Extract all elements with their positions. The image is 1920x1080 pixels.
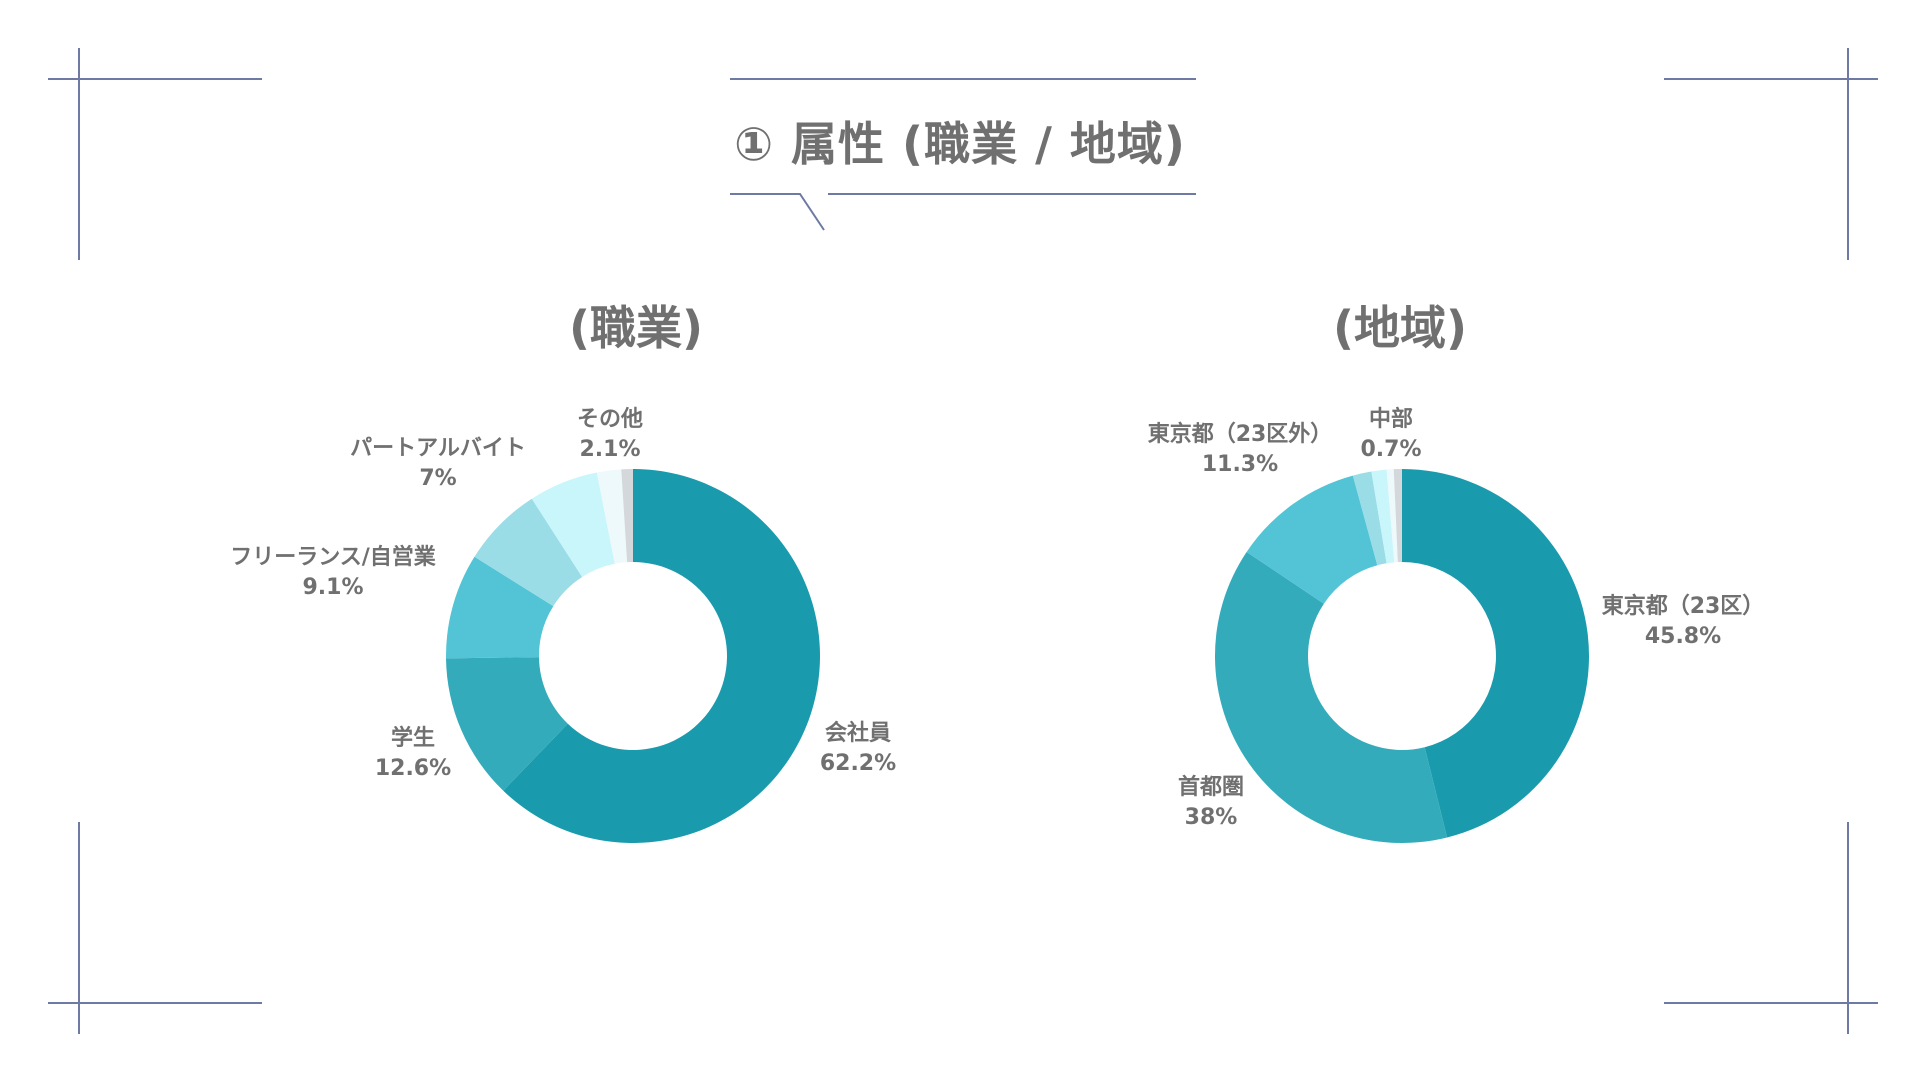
donut-slice-2: [446, 556, 554, 659]
page-title: ① 属性 (職業 / 地域): [734, 117, 1186, 171]
label-tokyo-outside-23ku: 東京都（23区外） 11.3%: [1120, 420, 1360, 480]
label-value: 45.8%: [1644, 624, 1722, 649]
label-value: 2.1%: [579, 437, 641, 462]
label-name: 首都圏: [1177, 775, 1244, 800]
label-name: その他: [576, 407, 643, 432]
donut-slice-minor: [531, 472, 615, 577]
label-value: 0.7%: [1360, 437, 1422, 462]
label-gakusei: 学生 12.6%: [293, 724, 533, 784]
occupation-chart-title: (職業): [568, 301, 704, 355]
label-freelance: フリーランス/自営業 9.1%: [213, 543, 453, 603]
donut-slice-minor: [1386, 469, 1398, 563]
donut-slice-minor: [621, 469, 633, 563]
label-chubu: 中部 0.7%: [1271, 405, 1511, 465]
label-tokyo-23ku: 東京都（23区） 45.8%: [1563, 592, 1803, 652]
label-shutoken: 首都圏 38%: [1091, 773, 1331, 833]
label-part-time: パートアルバイト 7%: [318, 434, 558, 494]
region-chart-title: (地域): [1332, 301, 1468, 355]
label-name: 東京都（23区）: [1601, 594, 1765, 619]
label-value: 62.2%: [819, 751, 897, 776]
donut-slice-3: [474, 498, 583, 607]
donut-slice-0: [503, 469, 820, 843]
label-value: 9.1%: [302, 575, 364, 600]
label-name: フリーランス/自営業: [230, 545, 436, 570]
label-name: 学生: [390, 726, 435, 751]
label-name: 東京都（23区外）: [1147, 422, 1333, 447]
donut-slice-1: [446, 657, 568, 791]
label-other: その他 2.1%: [490, 405, 730, 465]
donut-slice-2: [1246, 475, 1378, 604]
occupation-donut-chart: [446, 469, 820, 843]
donut-slice-minor: [1371, 469, 1395, 564]
donut-slice-3: [1393, 469, 1402, 563]
donut-slice-1: [1215, 551, 1448, 843]
label-name: 会社員: [824, 721, 891, 746]
label-value: 38%: [1184, 805, 1238, 830]
label-value: 11.3%: [1201, 452, 1279, 477]
label-name: 中部: [1368, 407, 1413, 432]
region-donut-chart: [1215, 469, 1589, 843]
donut-slice-4: [596, 469, 628, 564]
label-value: 7%: [419, 466, 457, 491]
donut-slice-0: [1402, 469, 1589, 838]
donut-slice-minor: [1352, 471, 1387, 566]
label-name: パートアルバイト: [350, 436, 526, 461]
label-value: 12.6%: [374, 756, 452, 781]
label-kaishain: 会社員 62.2%: [738, 719, 978, 779]
